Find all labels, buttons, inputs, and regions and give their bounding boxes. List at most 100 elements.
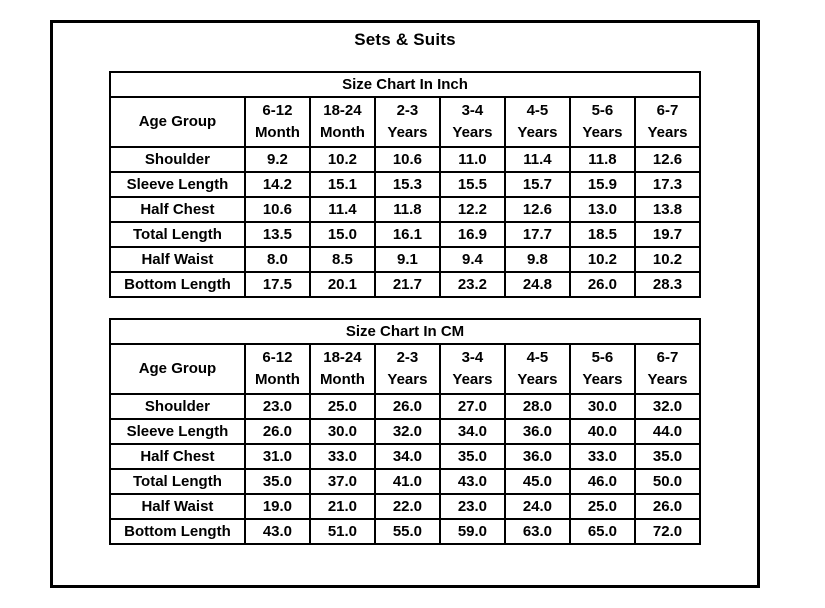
cell-value: 26.0 [243,418,311,445]
cell-value: 8.5 [308,246,376,273]
cell-value: 34.0 [373,443,441,470]
column-header-line1: 4-5 [526,349,549,366]
column-header-line2: Month [254,124,300,141]
column-header: 6-12 Month [243,96,311,148]
cell-value: 43.0 [438,468,506,495]
cell-value: 17.3 [633,171,702,198]
table-title: Size Chart In CM [108,318,702,345]
row-label: Shoulder [108,393,246,420]
cell-value: 26.0 [373,393,441,420]
size-chart-table: Size Chart In CM Age Group 6-12 Month 18-24 M… [108,318,702,545]
column-header-line2: Years [387,371,428,388]
column-header-line1: 2-3 [396,349,419,366]
column-header: 18-24 Month [308,343,376,395]
cell-value: 32.0 [373,418,441,445]
cell-value: 9.8 [503,246,571,273]
column-header-line2: Years [452,124,493,141]
cell-value: 24.8 [503,271,571,298]
cell-value: 33.0 [568,443,636,470]
column-header: 2-3 Years [373,96,441,148]
cell-value: 30.0 [308,418,376,445]
table-row: Total Length 35.0 37.0 41.0 43.0 45.0 46.0 50.0 [108,468,702,495]
row-label: Shoulder [108,146,246,173]
cell-value: 15.5 [438,171,506,198]
column-header: 6-7 Years [633,96,702,148]
cell-value: 41.0 [373,468,441,495]
cell-value: 28.0 [503,393,571,420]
column-header-line1: 6-12 [262,349,293,366]
cell-value: 9.4 [438,246,506,273]
cell-value: 24.0 [503,493,571,520]
table-title-row: Size Chart In Inch [108,71,702,98]
table-row: Sleeve Length 26.0 30.0 32.0 34.0 36.0 40.0 44.… [108,418,702,445]
cell-value: 25.0 [308,393,376,420]
row-label: Half Waist [108,246,246,273]
column-header-line2: Years [582,371,623,388]
cell-value: 72.0 [633,518,702,545]
cell-value: 51.0 [308,518,376,545]
column-header-line2: Years [517,124,558,141]
table-row: Half Chest 31.0 33.0 34.0 35.0 36.0 33.0 35.0 [108,443,702,470]
cell-value: 18.5 [568,221,636,248]
cell-value: 11.8 [373,196,441,223]
table-row: Bottom Length 17.5 20.1 21.7 23.2 24.8 26.0 28.… [108,271,702,298]
cell-value: 12.6 [633,146,702,173]
row-label: Sleeve Length [108,171,246,198]
cell-value: 50.0 [633,468,702,495]
size-chart-table: Size Chart In Inch Age Group 6-12 Month 18-2… [108,71,702,298]
row-label: Bottom Length [108,518,246,545]
table-row: Sleeve Length 14.2 15.1 15.3 15.5 15.7 15.9 17.… [108,171,702,198]
cell-value: 15.3 [373,171,441,198]
column-header-line1: 5-6 [591,102,614,119]
cell-value: 12.2 [438,196,506,223]
column-header-line2: Years [647,371,688,388]
column-header: 3-4 Years [438,343,506,395]
column-header-line1: 4-5 [526,102,549,119]
row-label: Total Length [108,468,246,495]
table-row: Shoulder 9.2 10.2 10.6 11.0 11.4 11.8 12.6 [108,146,702,173]
cell-value: 9.2 [243,146,311,173]
cell-value: 21.0 [308,493,376,520]
cell-value: 19.0 [243,493,311,520]
page-title: Sets & Suits [354,30,456,49]
row-label: Sleeve Length [108,418,246,445]
column-header-line1: 3-4 [461,349,484,366]
cell-value: 15.0 [308,221,376,248]
table-row: Bottom Length 43.0 51.0 55.0 59.0 63.0 65.0 72.… [108,518,702,545]
cell-value: 10.2 [633,246,702,273]
cell-value: 23.2 [438,271,506,298]
column-header-line1: 2-3 [396,102,419,119]
cell-value: 20.1 [308,271,376,298]
column-header-line2: Month [254,371,300,388]
cell-value: 36.0 [503,418,571,445]
cell-value: 16.9 [438,221,506,248]
cell-value: 25.0 [568,493,636,520]
page-border-frame: Sets & Suits Size Chart In Inch Age Group… [50,20,760,588]
cell-value: 37.0 [308,468,376,495]
cell-value: 63.0 [503,518,571,545]
cell-value: 10.2 [568,246,636,273]
cell-value: 40.0 [568,418,636,445]
cell-value: 34.0 [438,418,506,445]
column-header-line2: Years [582,124,623,141]
corner-header: Age Group [108,96,246,148]
cell-value: 23.0 [243,393,311,420]
column-header-line2: Years [452,371,493,388]
cell-value: 8.0 [243,246,311,273]
table-row: Total Length 13.5 15.0 16.1 16.9 17.7 18.5 19.7 [108,221,702,248]
cell-value: 13.5 [243,221,311,248]
cell-value: 35.0 [633,443,702,470]
cell-value: 11.4 [503,146,571,173]
cell-value: 13.0 [568,196,636,223]
row-label: Half Waist [108,493,246,520]
row-label: Half Chest [108,443,246,470]
cell-value: 26.0 [633,493,702,520]
cell-value: 12.6 [503,196,571,223]
cell-value: 23.0 [438,493,506,520]
corner-header: Age Group [108,343,246,395]
cell-value: 59.0 [438,518,506,545]
cell-value: 16.1 [373,221,441,248]
column-header: 2-3 Years [373,343,441,395]
cell-value: 9.1 [373,246,441,273]
